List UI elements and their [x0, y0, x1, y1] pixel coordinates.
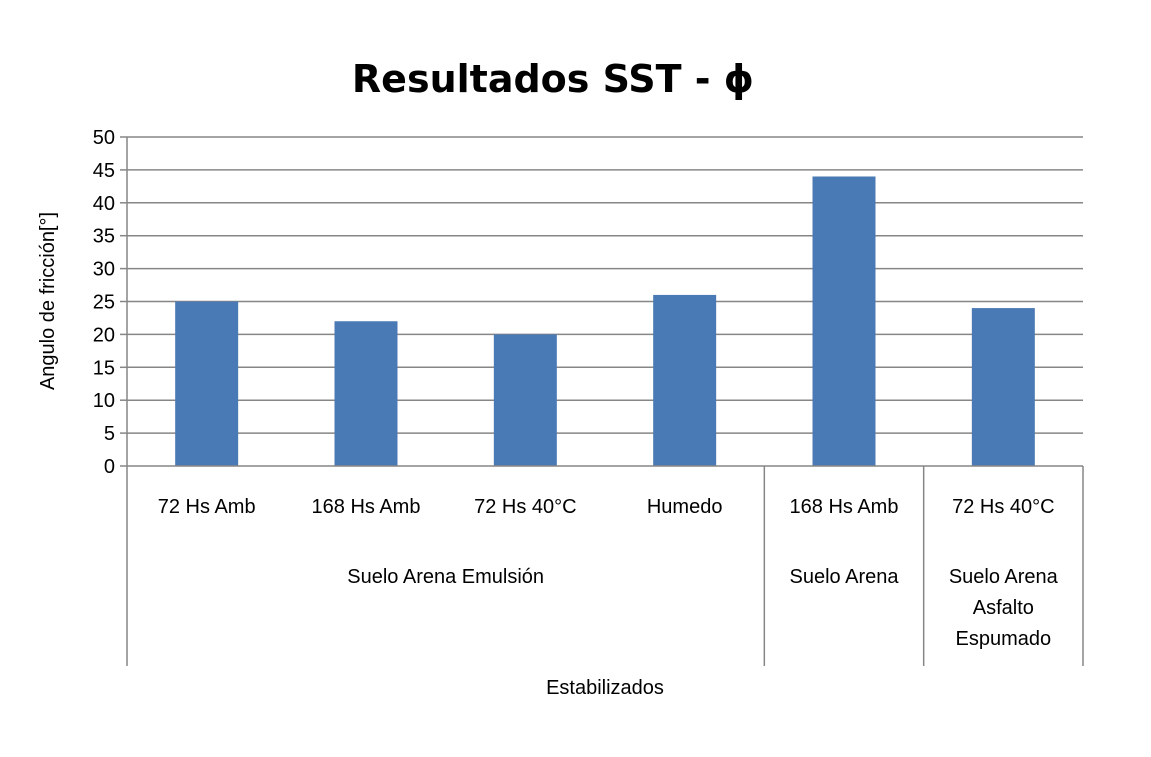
bar-3	[493, 334, 557, 466]
category-label: 72 Hs Amb	[158, 496, 256, 518]
group-label: Suelo Arena	[949, 566, 1059, 588]
y-tick-label: 15	[93, 357, 115, 379]
y-tick-label: 30	[93, 259, 115, 281]
axes	[126, 137, 1084, 666]
category-labels: 72 Hs Amb 168 Hs Amb 72 Hs 40°C Humedo 168 H…	[158, 496, 1055, 518]
y-tick-label: 5	[104, 423, 115, 445]
category-label: 72 Hs 40°C	[474, 496, 577, 518]
y-axis-ticks: 0 5 10 15 20 25 30 35 40 45 50	[93, 127, 127, 478]
y-tick-label: 35	[93, 226, 115, 248]
y-tick-label: 25	[93, 292, 115, 314]
bar-4	[653, 294, 717, 466]
y-tick-label: 10	[93, 390, 115, 412]
bars	[175, 176, 1035, 467]
group-label: Espumado	[956, 628, 1052, 650]
bar-5	[812, 176, 876, 467]
bar-6	[971, 308, 1035, 466]
category-label: 72 Hs 40°C	[952, 496, 1055, 518]
y-tick-label: 20	[93, 324, 115, 346]
y-tick-label: 50	[93, 127, 115, 149]
y-tick-label: 0	[104, 456, 115, 478]
category-label: Humedo	[647, 496, 723, 518]
group-label: Asfalto	[973, 597, 1034, 619]
x-axis-title: Estabilizados	[546, 677, 664, 699]
bar-1	[175, 301, 239, 466]
y-tick-label: 40	[93, 193, 115, 215]
y-tick-label: 45	[93, 160, 115, 182]
gridlines	[127, 136, 1083, 434]
chart-title: Resultados SST - ϕ	[352, 57, 754, 101]
group-label: Suelo Arena Emulsión	[347, 566, 544, 588]
category-label: 168 Hs Amb	[790, 496, 899, 518]
y-axis-title: Angulo de fricción[°]	[37, 212, 59, 390]
group-label: Suelo Arena	[790, 566, 900, 588]
bar-2	[334, 321, 398, 466]
category-label: 168 Hs Amb	[312, 496, 421, 518]
group-labels: Suelo Arena Emulsión Suelo Arena Suelo Are…	[347, 566, 1058, 650]
